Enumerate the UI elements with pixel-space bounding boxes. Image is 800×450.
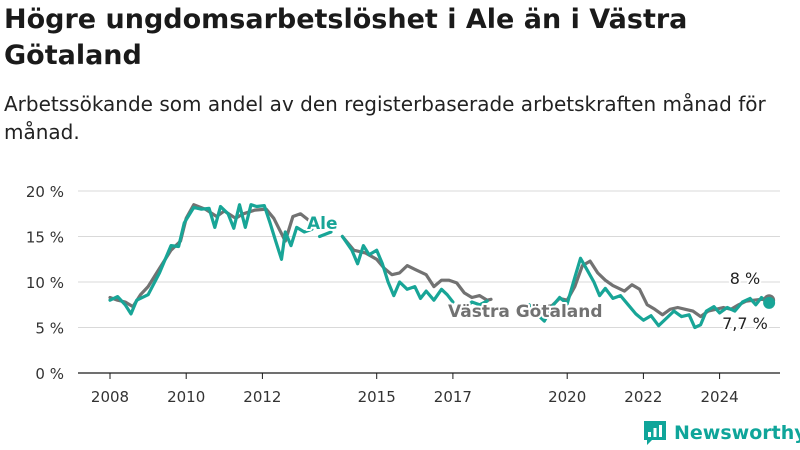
y-tick-label: 15 % xyxy=(26,229,64,247)
x-tick-label: 2015 xyxy=(358,388,396,406)
gridlines xyxy=(78,190,780,374)
chart-title: Högre ungdomsarbetslöshet i Ale än i Väs… xyxy=(4,4,688,71)
series-line-vastra-gotaland xyxy=(108,203,771,319)
x-tick-label: 2017 xyxy=(434,388,472,406)
newsworthy-logo-icon xyxy=(644,421,666,445)
series-label-vastra-gotaland: Västra Götaland xyxy=(448,302,603,322)
y-tick-label: 0 % xyxy=(35,365,64,383)
x-tick-label: 2024 xyxy=(701,388,739,406)
end-value-label-ale: 7,7 % xyxy=(722,314,768,333)
y-tick-label: 5 % xyxy=(35,320,64,338)
series-lines xyxy=(108,203,776,330)
series-label-ale: Ale xyxy=(307,214,338,234)
series-labels: Ale Västra Götaland 8 % 7,7 % xyxy=(305,212,770,335)
chart-subtitle: Arbetssökande som andel av den registerb… xyxy=(4,92,766,144)
y-tick-label: 10 % xyxy=(26,274,64,292)
end-point-ale xyxy=(763,296,776,309)
y-tick-label: 20 % xyxy=(26,183,64,201)
x-tick-label: 2010 xyxy=(167,388,205,406)
series-line-ale xyxy=(108,203,771,330)
end-value-label-vastra-gotaland: 8 % xyxy=(730,269,760,288)
x-tick-label: 2008 xyxy=(91,388,129,406)
x-tick-label: 2012 xyxy=(243,388,281,406)
x-axis: 2008 2010 2012 2015 2017 2020 2022 2024 xyxy=(91,373,739,406)
x-tick-label: 2020 xyxy=(548,388,586,406)
brand-logo[interactable]: Newsworthy xyxy=(643,419,800,447)
x-tick-label: 2022 xyxy=(624,388,662,406)
y-axis: 0 % 5 % 10 % 15 % 20 % xyxy=(26,183,64,383)
brand-name: Newsworthy xyxy=(674,422,800,444)
